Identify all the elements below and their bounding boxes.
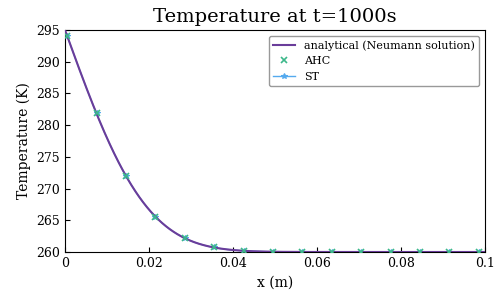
AHC bbox=[270, 250, 276, 253]
Y-axis label: Temperature (K): Temperature (K) bbox=[16, 82, 30, 200]
analytical (Neumann solution) bbox=[390, 250, 396, 254]
ST bbox=[459, 250, 465, 254]
AHC bbox=[182, 236, 188, 240]
Line: analytical (Neumann solution): analytical (Neumann solution) bbox=[65, 30, 485, 252]
ST bbox=[278, 250, 284, 253]
analytical (Neumann solution) bbox=[482, 250, 488, 254]
analytical (Neumann solution) bbox=[62, 28, 68, 32]
analytical (Neumann solution) bbox=[105, 138, 111, 142]
AHC bbox=[123, 174, 129, 178]
Line: AHC: AHC bbox=[64, 32, 482, 256]
analytical (Neumann solution) bbox=[350, 250, 356, 254]
AHC bbox=[240, 249, 246, 253]
AHC bbox=[64, 34, 70, 38]
Line: ST: ST bbox=[64, 33, 486, 255]
analytical (Neumann solution) bbox=[397, 250, 403, 254]
AHC bbox=[446, 250, 452, 254]
ST bbox=[160, 223, 166, 226]
AHC bbox=[388, 250, 394, 254]
AHC bbox=[417, 250, 423, 254]
X-axis label: x (m): x (m) bbox=[257, 275, 293, 290]
AHC bbox=[358, 250, 364, 254]
analytical (Neumann solution) bbox=[232, 248, 238, 252]
ST bbox=[446, 250, 452, 254]
ST bbox=[480, 250, 486, 254]
Title: Temperature at t=1000s: Temperature at t=1000s bbox=[153, 8, 397, 26]
analytical (Neumann solution) bbox=[247, 249, 253, 253]
ST bbox=[64, 34, 70, 38]
AHC bbox=[211, 246, 217, 249]
ST bbox=[144, 205, 150, 209]
Legend: analytical (Neumann solution), AHC, ST: analytical (Neumann solution), AHC, ST bbox=[268, 36, 480, 86]
AHC bbox=[94, 112, 100, 115]
AHC bbox=[152, 215, 158, 218]
AHC bbox=[300, 250, 306, 254]
AHC bbox=[328, 250, 334, 254]
ST bbox=[312, 250, 318, 254]
AHC bbox=[476, 250, 482, 254]
